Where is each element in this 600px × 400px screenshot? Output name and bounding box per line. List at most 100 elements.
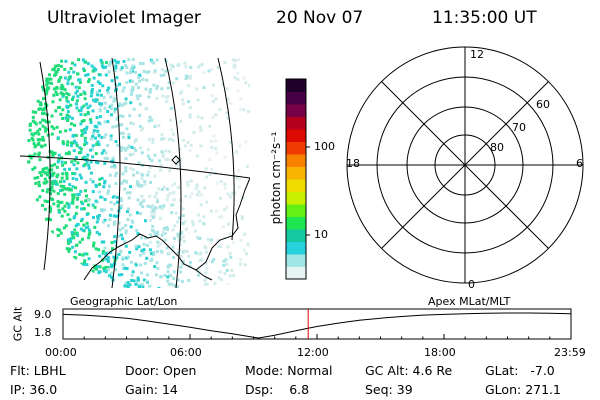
emission-pixel: [34, 122, 38, 126]
mlat-label-80: 80: [490, 141, 504, 154]
emission-pixel: [165, 187, 169, 191]
emission-pixel: [66, 140, 70, 144]
emission-pixel: [227, 222, 230, 226]
emission-pixel: [79, 93, 83, 96]
emission-pixel: [81, 132, 85, 136]
x-tick-2359: 23:59: [554, 346, 586, 359]
emission-pixel: [83, 155, 86, 159]
emission-pixel: [73, 228, 77, 232]
emission-pixel: [110, 241, 114, 245]
emission-pixel: [108, 105, 112, 109]
emission-pixel: [123, 240, 127, 244]
emission-pixel: [167, 282, 171, 286]
emission-pixel: [126, 191, 129, 195]
emission-pixel: [52, 67, 56, 71]
emission-pixel: [85, 125, 89, 129]
colorbar-step: [286, 141, 306, 155]
emission-pixel: [128, 213, 132, 217]
emission-pixel: [72, 149, 76, 153]
emission-pixel: [242, 108, 246, 112]
emission-pixel: [123, 266, 127, 270]
emission-pixel: [199, 144, 203, 148]
date-label: 20 Nov 07: [276, 8, 364, 28]
emission-pixel: [185, 250, 189, 253]
emission-pixel: [204, 262, 208, 266]
emission-pixel: [243, 263, 247, 267]
emission-pixel: [115, 195, 119, 199]
emission-pixel: [186, 180, 190, 184]
emission-pixel: [85, 263, 89, 267]
emission-pixel: [31, 167, 35, 171]
emission-pixel: [166, 227, 169, 231]
emission-pixel: [62, 179, 66, 183]
emission-pixel: [102, 185, 106, 189]
emission-pixel: [226, 97, 230, 101]
emission-pixel: [71, 233, 74, 237]
emission-pixel: [54, 182, 58, 186]
emission-pixel: [175, 159, 179, 163]
emission-pixel: [36, 138, 40, 142]
emission-pixel: [108, 213, 112, 217]
emission-pixel: [69, 237, 73, 241]
emission-pixel: [61, 93, 65, 96]
emission-pixel: [90, 84, 94, 87]
emission-pixel: [153, 124, 157, 128]
emission-pixel: [225, 269, 229, 272]
emission-pixel: [29, 156, 33, 160]
emission-pixel: [194, 186, 198, 190]
emission-pixel: [140, 184, 144, 187]
emission-pixel: [38, 121, 42, 125]
emission-pixel: [114, 268, 118, 272]
emission-pixel: [122, 267, 125, 270]
emission-pixel: [80, 106, 84, 110]
emission-pixel: [177, 62, 181, 66]
emission-pixel: [59, 64, 63, 68]
emission-pixel: [42, 108, 46, 112]
emission-pixel: [55, 175, 59, 179]
emission-pixel: [129, 93, 133, 97]
emission-pixel: [107, 224, 110, 228]
emission-pixel: [118, 206, 122, 210]
emission-pixel: [54, 64, 58, 68]
emission-pixel: [64, 161, 67, 165]
emission-pixel: [78, 173, 82, 177]
emission-pixel: [78, 253, 82, 256]
geographic-label: Geographic Lat/Lon: [70, 295, 178, 308]
emission-pixel: [47, 120, 51, 124]
emission-pixel: [33, 152, 37, 156]
emission-pixel: [121, 256, 125, 260]
emission-pixel: [83, 139, 87, 143]
emission-pixel: [98, 82, 102, 86]
emission-pixel: [128, 114, 132, 118]
emission-pixel: [110, 275, 113, 279]
emission-pixel: [159, 168, 163, 172]
emission-pixel: [83, 259, 87, 263]
emission-pixel: [42, 138, 46, 142]
emission-pixel: [187, 100, 191, 104]
emission-pixel: [203, 282, 207, 286]
emission-pixel: [153, 195, 157, 199]
x-tick-0600: 06:00: [170, 346, 202, 359]
emission-pixel: [160, 150, 164, 154]
emission-pixel: [138, 285, 142, 288]
emission-pixel: [41, 124, 45, 128]
emission-pixel: [82, 223, 86, 227]
emission-pixel: [132, 173, 136, 177]
emission-pixel: [31, 119, 35, 123]
emission-pixel: [236, 71, 240, 75]
emission-pixel: [114, 182, 118, 185]
emission-pixel: [197, 273, 200, 277]
emission-pixel: [111, 195, 115, 199]
colorbar-step: [286, 116, 306, 130]
emission-pixel: [144, 107, 148, 111]
emission-pixel: [176, 278, 180, 282]
emission-pixel: [228, 274, 232, 278]
emission-pixel: [203, 245, 207, 249]
emission-pixel: [210, 140, 214, 143]
emission-pixel: [71, 95, 75, 99]
emission-pixel: [28, 128, 32, 132]
emission-pixel: [65, 91, 69, 95]
emission-pixel: [137, 76, 140, 79]
emission-pixel: [139, 236, 143, 240]
emission-pixel: [147, 170, 151, 174]
